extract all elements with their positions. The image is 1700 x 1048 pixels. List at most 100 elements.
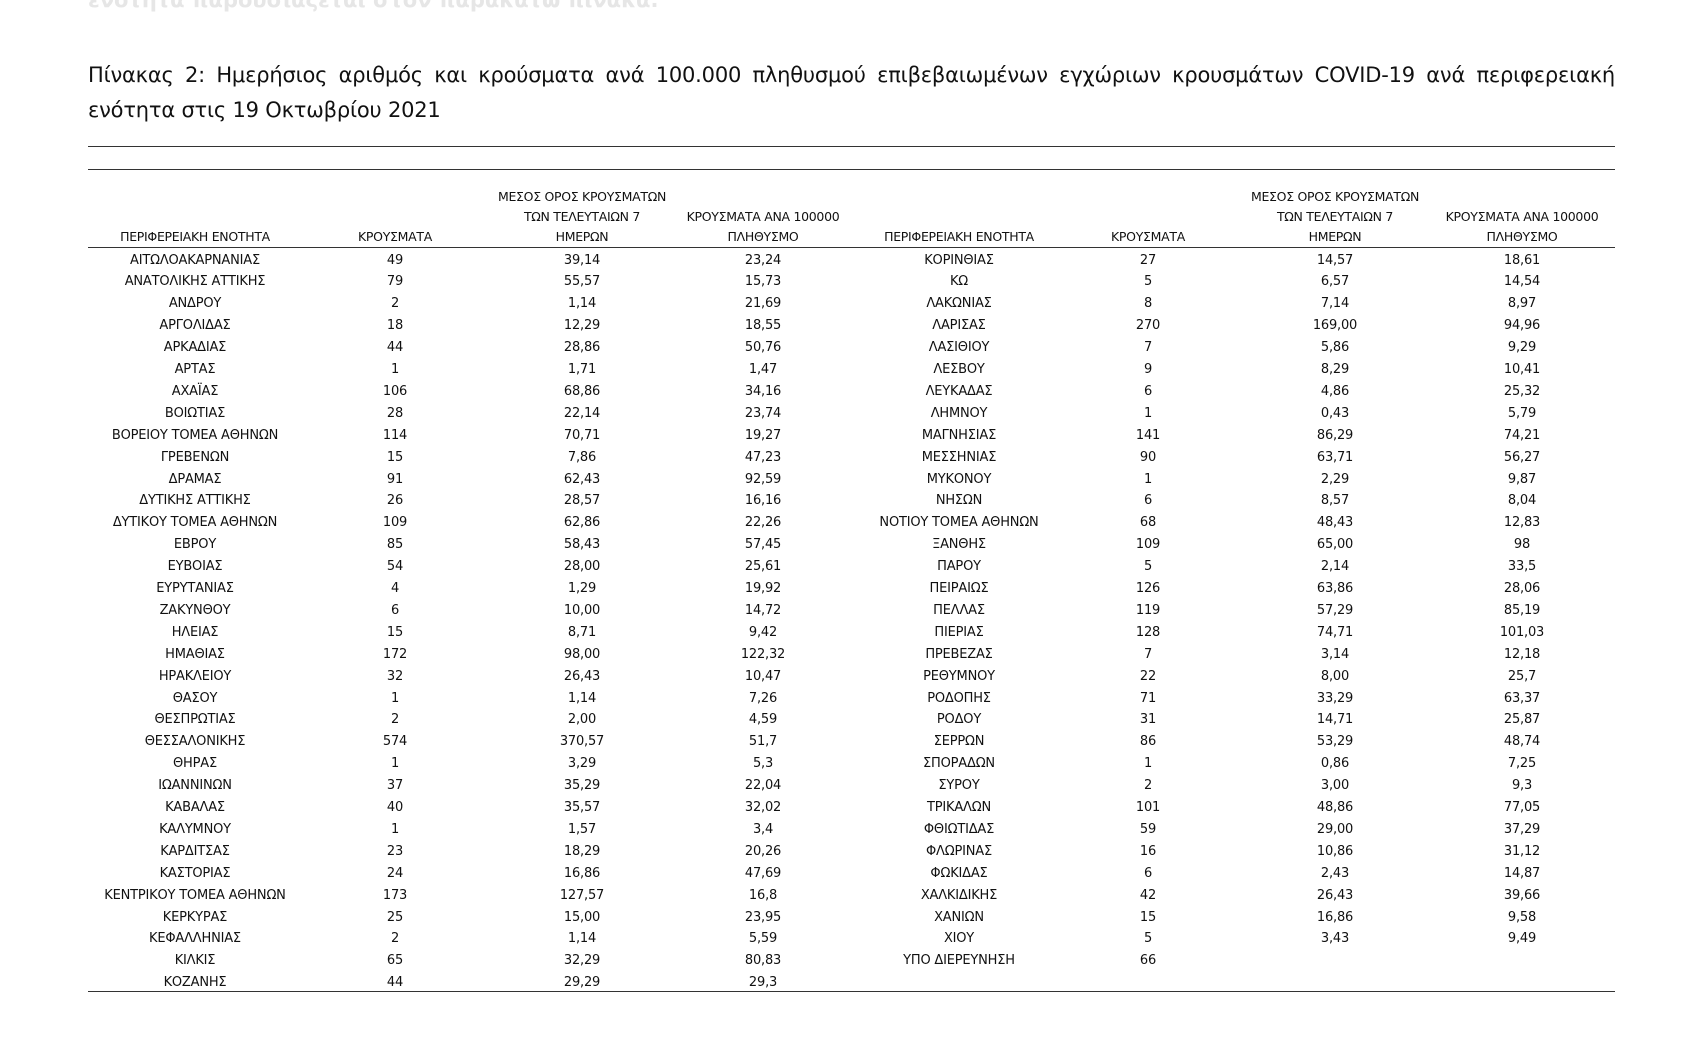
table-cell: 56,27 <box>1503 449 1541 465</box>
region-name: ΑΙΤΩΛΟΑΚΑΡΝΑΝΙΑΣ <box>130 252 260 268</box>
table-cell: 10,86 <box>1316 843 1354 859</box>
table-cell: 25,32 <box>1503 383 1541 399</box>
table-cell: 32,29 <box>563 953 601 969</box>
table-cell: 9 <box>1143 362 1153 377</box>
table-cell: 12,18 <box>1503 646 1541 662</box>
table-cell: 71 <box>1139 690 1157 706</box>
rule <box>88 991 1615 992</box>
region-name: ΛΕΣΒΟΥ <box>933 362 985 377</box>
table-cell: 98 <box>1513 537 1531 553</box>
table-cell: 2,14 <box>1320 559 1350 575</box>
region-name: ΑΡΤΑΣ <box>174 362 216 377</box>
region-name: ΑΧΑΪΑΣ <box>171 383 219 399</box>
table-cell: 63,71 <box>1316 449 1354 465</box>
table-cell: 70,71 <box>563 427 601 443</box>
table-cell: 27 <box>1139 252 1157 268</box>
table-cell: 32,02 <box>744 800 782 815</box>
region-name: ΦΘΙΩΤΙΔΑΣ <box>923 821 995 837</box>
table-cell: 65 <box>386 953 404 969</box>
table-cell: 14,72 <box>744 602 782 618</box>
table-cell: 25,61 <box>744 559 782 575</box>
table-cell: 23 <box>386 843 404 859</box>
region-name: ΙΩΑΝΝΙΝΩΝ <box>158 778 232 794</box>
table-cell: 31 <box>1139 712 1157 728</box>
region-name: ΑΡΓΟΛΙΔΑΣ <box>159 318 231 334</box>
table-cell: 63,86 <box>1316 581 1354 596</box>
column-header: ΚΡΟΥΣΜΑΤΑ ΑΝΑ 100000 ΠΛΗΘΥΣΜΟ <box>1445 209 1599 244</box>
table-cell: 10,47 <box>744 668 782 684</box>
table-cell: 0,86 <box>1320 756 1350 772</box>
table-cell: 28,86 <box>563 340 601 356</box>
table-cell: 85,19 <box>1503 602 1541 618</box>
table-cell: 94,96 <box>1503 318 1541 334</box>
table-cell: 29,29 <box>563 975 601 991</box>
rule <box>88 247 1615 248</box>
region-name: ΕΒΡΟΥ <box>173 537 217 553</box>
table-cell: 15 <box>386 449 404 465</box>
region-name: ΘΕΣΠΡΩΤΙΑΣ <box>154 712 236 728</box>
table-cell: 14,57 <box>1316 252 1354 268</box>
table-cell: 91 <box>386 471 404 487</box>
table-cell: 9,42 <box>748 624 778 640</box>
table-cell: 0,43 <box>1320 405 1350 421</box>
table-cell: 24 <box>386 865 404 881</box>
region-name: ΚΙΛΚΙΣ <box>174 953 216 969</box>
table-cell: 68,86 <box>563 383 601 399</box>
region-name: ΚΕΡΚΥΡΑΣ <box>162 909 228 925</box>
table-cell: 9,87 <box>1507 471 1537 487</box>
region-name: ΚΑΣΤΟΡΙΑΣ <box>159 865 231 881</box>
table-cell: 101,03 <box>1499 624 1545 640</box>
region-name: ΠΡΕΒΕΖΑΣ <box>925 646 993 662</box>
table-cell: 141 <box>1135 427 1161 443</box>
table-title: Πίνακας 2: Ημερήσιος αριθμός και κρούσμα… <box>88 63 1615 122</box>
table-cell: 90 <box>1139 449 1157 465</box>
table-cell: 6 <box>1143 865 1153 881</box>
table-cell: 1,29 <box>567 581 597 596</box>
table-cell: 8,97 <box>1507 296 1537 312</box>
table-cell: 3,29 <box>567 756 597 772</box>
column-header: ΜΕΣΟΣ ΟΡΟΣ ΚΡΟΥΣΜΑΤΩΝ ΤΩΝ ΤΕΛΕΥΤΑΙΩΝ 7 Η… <box>497 189 667 244</box>
table-cell: 25,7 <box>1507 668 1537 684</box>
region-name: ΑΡΚΑΔΙΑΣ <box>163 340 227 356</box>
column-header: ΠΕΡΙΦΕΡΕΙΑΚΗ ΕΝΟΤΗΤΑ <box>120 229 270 244</box>
table-cell: 59 <box>1139 821 1157 837</box>
table-cell: 80,83 <box>744 953 782 969</box>
table-cell: 114 <box>382 427 408 443</box>
faded-text: ενότητα παρουσιάζεται στον παρακάτω πίνα… <box>88 0 659 12</box>
rule <box>88 146 1615 147</box>
region-name: ΡΟΔΟΥ <box>936 712 982 728</box>
table-cell: 79 <box>386 274 404 290</box>
table-cell: 1 <box>1143 471 1153 487</box>
region-name: ΣΥΡΟΥ <box>938 778 980 794</box>
table-cell: 7 <box>1143 340 1153 356</box>
table-cell: 128 <box>1135 624 1161 640</box>
table-cell: 3,00 <box>1320 778 1350 794</box>
table-cell: 16,86 <box>1316 909 1354 925</box>
table-cell: 39,14 <box>563 252 601 268</box>
table-cell: 15,73 <box>744 274 782 290</box>
table-cell: 65,00 <box>1316 537 1354 553</box>
table-cell: 33,5 <box>1507 559 1537 575</box>
table-cell: 8,04 <box>1507 493 1537 509</box>
column-header: ΠΕΡΙΦΕΡΕΙΑΚΗ ΕΝΟΤΗΤΑ <box>884 229 1034 244</box>
column-header: ΚΡΟΥΣΜΑΤΑ <box>358 229 432 244</box>
table-cell: 20,26 <box>744 843 782 859</box>
region-name: ΡΟΔΟΠΗΣ <box>927 690 991 706</box>
table-cell: 28 <box>386 405 404 421</box>
table-cell: 109 <box>1135 537 1161 553</box>
region-name: ΔΥΤΙΚΗΣ ΑΤΤΙΚΗΣ <box>139 493 251 509</box>
table-cell: 77,05 <box>1503 800 1541 815</box>
table-cell: 101 <box>1135 800 1161 815</box>
region-name: ΛΑΡΙΣΑΣ <box>932 318 986 334</box>
table-cell: 7,25 <box>1507 756 1537 772</box>
table-cell: 37,29 <box>1503 821 1541 837</box>
table-cell: 15,00 <box>563 909 601 925</box>
column-header: ΜΕΣΟΣ ΟΡΟΣ ΚΡΟΥΣΜΑΤΩΝ ΤΩΝ ΤΕΛΕΥΤΑΙΩΝ 7 Η… <box>1250 189 1420 244</box>
table-cell: 18,55 <box>744 318 782 334</box>
table-cell: 19,27 <box>744 427 782 443</box>
table-cell: 53,29 <box>1316 734 1354 750</box>
table-cell: 16,16 <box>744 493 782 509</box>
table-cell: 2 <box>390 712 400 728</box>
table-cell: 28,06 <box>1503 581 1541 596</box>
table-cell: 48,74 <box>1503 734 1541 750</box>
